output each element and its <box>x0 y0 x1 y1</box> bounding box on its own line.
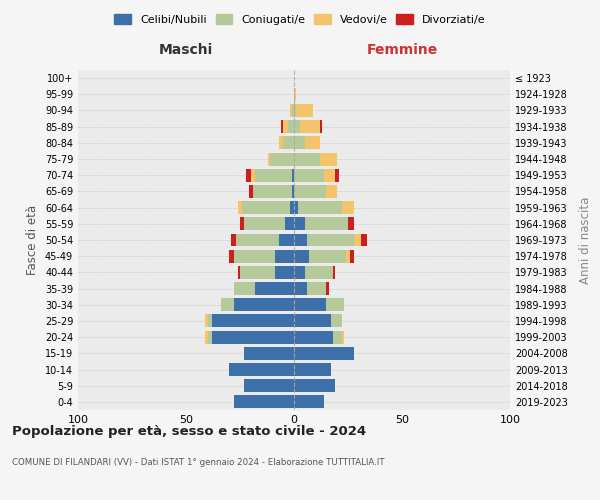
Bar <box>290 201 294 214</box>
Bar <box>341 201 355 214</box>
Bar <box>240 266 275 279</box>
Bar <box>238 266 240 279</box>
Bar <box>233 250 275 262</box>
Bar <box>301 120 320 133</box>
Bar <box>294 330 333 344</box>
Bar <box>238 201 242 214</box>
Bar <box>294 104 296 117</box>
Bar <box>244 347 294 360</box>
Bar <box>294 88 296 101</box>
Y-axis label: Fasce di età: Fasce di età <box>26 205 39 275</box>
Bar <box>232 234 236 246</box>
Bar <box>233 282 255 295</box>
Bar <box>294 218 305 230</box>
Bar <box>346 250 350 262</box>
Bar <box>292 104 294 117</box>
Bar <box>331 314 341 328</box>
Bar <box>205 314 208 328</box>
Bar <box>275 250 294 262</box>
Bar <box>275 266 294 279</box>
Bar <box>294 298 326 311</box>
Bar <box>208 330 212 344</box>
Bar <box>268 152 270 166</box>
Bar <box>355 234 361 246</box>
Bar <box>326 298 344 311</box>
Bar <box>333 266 335 279</box>
Bar <box>361 234 367 246</box>
Bar <box>294 136 305 149</box>
Bar <box>233 396 294 408</box>
Bar <box>205 330 208 344</box>
Bar <box>333 330 341 344</box>
Bar <box>294 363 331 376</box>
Bar <box>294 347 355 360</box>
Bar <box>229 363 294 376</box>
Bar <box>248 185 253 198</box>
Bar <box>294 185 326 198</box>
Bar <box>307 282 326 295</box>
Bar <box>294 282 307 295</box>
Bar <box>281 120 283 133</box>
Bar <box>294 169 324 181</box>
Bar <box>298 201 341 214</box>
Bar <box>255 169 292 181</box>
Bar <box>326 185 337 198</box>
Bar <box>294 266 305 279</box>
Text: COMUNE DI FILANDARI (VV) - Dati ISTAT 1° gennaio 2024 - Elaborazione TUTTITALIA.: COMUNE DI FILANDARI (VV) - Dati ISTAT 1°… <box>12 458 385 467</box>
Text: Femmine: Femmine <box>367 43 437 57</box>
Bar <box>320 152 337 166</box>
Bar <box>251 169 255 181</box>
Bar <box>279 234 294 246</box>
Bar <box>350 250 355 262</box>
Bar <box>255 282 294 295</box>
Bar <box>305 266 333 279</box>
Legend: Celibi/Nubili, Coniugati/e, Vedovi/e, Divorziati/e: Celibi/Nubili, Coniugati/e, Vedovi/e, Di… <box>111 10 489 28</box>
Bar <box>307 234 355 246</box>
Bar <box>296 104 313 117</box>
Bar <box>287 120 294 133</box>
Bar <box>320 120 322 133</box>
Bar <box>286 218 294 230</box>
Bar <box>212 314 294 328</box>
Bar <box>208 314 212 328</box>
Bar <box>279 136 283 149</box>
Bar <box>294 314 331 328</box>
Y-axis label: Anni di nascita: Anni di nascita <box>579 196 592 284</box>
Bar <box>212 330 294 344</box>
Bar <box>270 152 294 166</box>
Bar <box>221 298 233 311</box>
Bar <box>240 218 244 230</box>
Bar <box>229 250 233 262</box>
Bar <box>294 379 335 392</box>
Bar <box>244 218 286 230</box>
Bar <box>290 104 292 117</box>
Bar <box>341 330 344 344</box>
Bar <box>294 201 298 214</box>
Bar <box>294 396 324 408</box>
Bar <box>242 201 290 214</box>
Bar <box>233 298 294 311</box>
Text: Maschi: Maschi <box>159 43 213 57</box>
Bar <box>335 169 340 181</box>
Bar <box>294 250 309 262</box>
Bar <box>292 169 294 181</box>
Bar <box>292 185 294 198</box>
Bar <box>236 234 279 246</box>
Bar <box>348 218 355 230</box>
Bar <box>324 169 335 181</box>
Bar <box>247 169 251 181</box>
Bar <box>294 234 307 246</box>
Bar <box>309 250 346 262</box>
Bar <box>305 218 348 230</box>
Bar <box>326 282 329 295</box>
Bar <box>294 152 320 166</box>
Bar <box>283 136 294 149</box>
Text: Popolazione per età, sesso e stato civile - 2024: Popolazione per età, sesso e stato civil… <box>12 425 366 438</box>
Bar <box>305 136 320 149</box>
Bar <box>244 379 294 392</box>
Bar <box>283 120 287 133</box>
Bar <box>253 185 292 198</box>
Bar <box>294 120 301 133</box>
